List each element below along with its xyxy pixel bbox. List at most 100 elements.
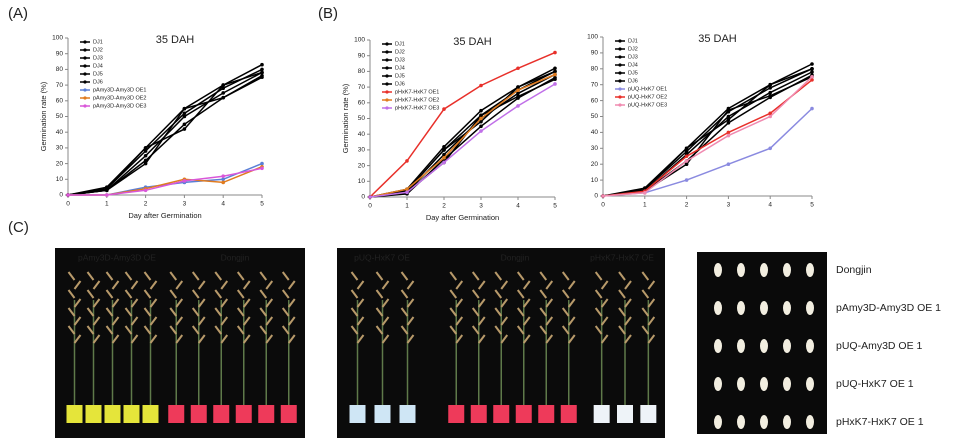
panicle (567, 316, 576, 326)
seed (737, 301, 745, 315)
data-point (221, 174, 225, 178)
panicle (111, 298, 120, 308)
panicle (381, 316, 390, 326)
data-point (810, 78, 814, 82)
panicle (86, 325, 95, 335)
x-tick-label: 4 (516, 203, 520, 210)
panicle (516, 307, 525, 317)
panicle (545, 298, 554, 308)
series-line (602, 107, 813, 197)
legend-label: pHxK7-HxK7 OE1 (395, 89, 439, 95)
data-point (479, 83, 483, 88)
legend-label: DJ5 (93, 71, 103, 77)
data-point (405, 159, 409, 163)
panicle (287, 334, 296, 344)
tag (213, 405, 230, 423)
tag (593, 405, 610, 423)
panicle (197, 298, 206, 308)
legend-label: DJ4 (628, 62, 638, 68)
data-point (221, 177, 225, 182)
legend-marker (385, 66, 389, 70)
panicle (197, 280, 206, 290)
tag (399, 405, 416, 423)
panicle (236, 289, 245, 299)
legend-marker (385, 106, 389, 110)
legend-marker (618, 95, 622, 99)
panicle (400, 271, 409, 281)
data-point (643, 191, 647, 195)
seed (806, 377, 814, 391)
data-point (810, 106, 814, 111)
tag (349, 405, 366, 423)
series-line (67, 64, 263, 196)
panicle (516, 271, 525, 281)
legend-label: pAmy3D-Amy3D OE1 (93, 87, 147, 93)
panicle (356, 334, 365, 344)
tag (374, 405, 391, 423)
y-tick-label: 20 (56, 160, 64, 167)
x-tick-label: 1 (105, 201, 109, 208)
y-tick-label: 40 (56, 129, 64, 136)
panicle (242, 316, 251, 326)
panicle (259, 307, 268, 317)
data-point (143, 153, 148, 158)
data-point (479, 119, 483, 124)
panicle (191, 325, 200, 335)
data-point (810, 70, 814, 74)
panicle (539, 271, 548, 281)
panicle (105, 307, 114, 317)
data-point (479, 108, 483, 113)
seed (714, 377, 722, 391)
panicle (356, 280, 365, 290)
panicle (516, 325, 525, 335)
seed (714, 263, 722, 277)
legend-label: pAmy3D-Amy3D OE3 (93, 103, 147, 109)
tag (280, 405, 297, 423)
panicle (500, 280, 509, 290)
panicle (618, 289, 626, 299)
panicle (500, 316, 509, 326)
seed (760, 301, 768, 315)
legend-marker (83, 72, 87, 76)
panicle (494, 289, 503, 299)
seed (737, 339, 745, 353)
panicle (455, 298, 464, 308)
y-tick-label: 80 (358, 68, 366, 75)
y-tick-label: 50 (56, 113, 64, 120)
data-point (684, 146, 689, 151)
legend-marker (618, 55, 622, 59)
y-tick-label: 40 (591, 129, 599, 136)
x-tick-label: 3 (727, 202, 731, 209)
legend-label: DJ2 (628, 46, 638, 52)
seed (760, 339, 768, 353)
panicle (545, 334, 554, 344)
legend-label: DJ6 (93, 79, 103, 85)
x-tick-label: 5 (260, 201, 264, 208)
data-point (260, 161, 264, 166)
data-point (726, 133, 731, 138)
data-point (182, 111, 187, 116)
panicle (375, 271, 384, 281)
data-point (479, 129, 483, 133)
panicle (143, 325, 152, 335)
data-point (479, 116, 483, 121)
x-tick-label: 2 (144, 201, 148, 208)
panicle (641, 271, 650, 281)
panicle (406, 316, 415, 326)
series-line (369, 83, 556, 198)
panicle (477, 316, 486, 326)
panicle (400, 325, 409, 335)
legend-label: pAmy3D-Amy3D OE2 (93, 95, 147, 101)
panicle (214, 325, 223, 335)
panicle (567, 280, 576, 290)
series-line (369, 73, 556, 198)
data-point (726, 114, 731, 119)
panicle (169, 325, 178, 335)
y-tick-label: 90 (358, 52, 366, 59)
y-tick-label: 70 (358, 84, 366, 91)
panicle (356, 298, 365, 308)
tag (142, 405, 159, 423)
panicle (197, 334, 206, 344)
legend-label: DJ6 (628, 78, 638, 84)
data-point (516, 66, 520, 71)
